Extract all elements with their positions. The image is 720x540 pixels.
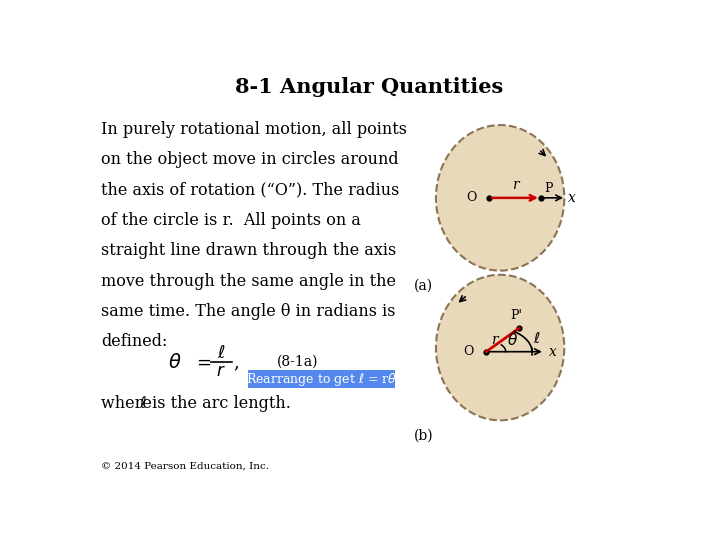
Text: r: r: [512, 178, 518, 192]
Text: $\ell$: $\ell$: [533, 330, 540, 346]
Text: $\ell$: $\ell$: [217, 344, 225, 362]
Text: move through the same angle in the: move through the same angle in the: [101, 273, 396, 289]
Text: $\theta$: $\theta$: [508, 332, 518, 348]
Text: where: where: [101, 395, 157, 412]
Text: (8-1a): (8-1a): [277, 355, 318, 369]
Text: (a): (a): [413, 279, 433, 293]
Text: $\theta$: $\theta$: [168, 353, 181, 372]
Ellipse shape: [436, 275, 564, 420]
Text: (b): (b): [413, 429, 433, 443]
Text: P': P': [510, 309, 522, 322]
Text: defined:: defined:: [101, 333, 168, 350]
Text: straight line drawn through the axis: straight line drawn through the axis: [101, 242, 397, 259]
Text: O: O: [464, 345, 474, 358]
Text: of the circle is r.  All points on a: of the circle is r. All points on a: [101, 212, 361, 229]
Text: P: P: [544, 181, 553, 194]
Text: ,: ,: [233, 353, 239, 371]
Text: $=$: $=$: [193, 353, 212, 371]
Text: r: r: [491, 333, 498, 347]
FancyBboxPatch shape: [248, 370, 395, 388]
Text: $r$: $r$: [216, 363, 226, 380]
Text: is the arc length.: is the arc length.: [147, 395, 291, 412]
Text: $\ell$: $\ell$: [139, 395, 147, 412]
Text: Rearrange to get $\ell$ = r$\theta$: Rearrange to get $\ell$ = r$\theta$: [246, 370, 397, 388]
Text: x: x: [549, 345, 557, 359]
Text: © 2014 Pearson Education, Inc.: © 2014 Pearson Education, Inc.: [101, 462, 269, 470]
Text: the axis of rotation (“O”). The radius: the axis of rotation (“O”). The radius: [101, 181, 400, 199]
Text: 8-1 Angular Quantities: 8-1 Angular Quantities: [235, 77, 503, 97]
Ellipse shape: [436, 125, 564, 271]
Text: on the object move in circles around: on the object move in circles around: [101, 151, 399, 168]
Text: same time. The angle θ in radians is: same time. The angle θ in radians is: [101, 303, 396, 320]
Text: x: x: [567, 191, 575, 205]
Text: In purely rotational motion, all points: In purely rotational motion, all points: [101, 121, 408, 138]
Text: O: O: [467, 191, 477, 204]
